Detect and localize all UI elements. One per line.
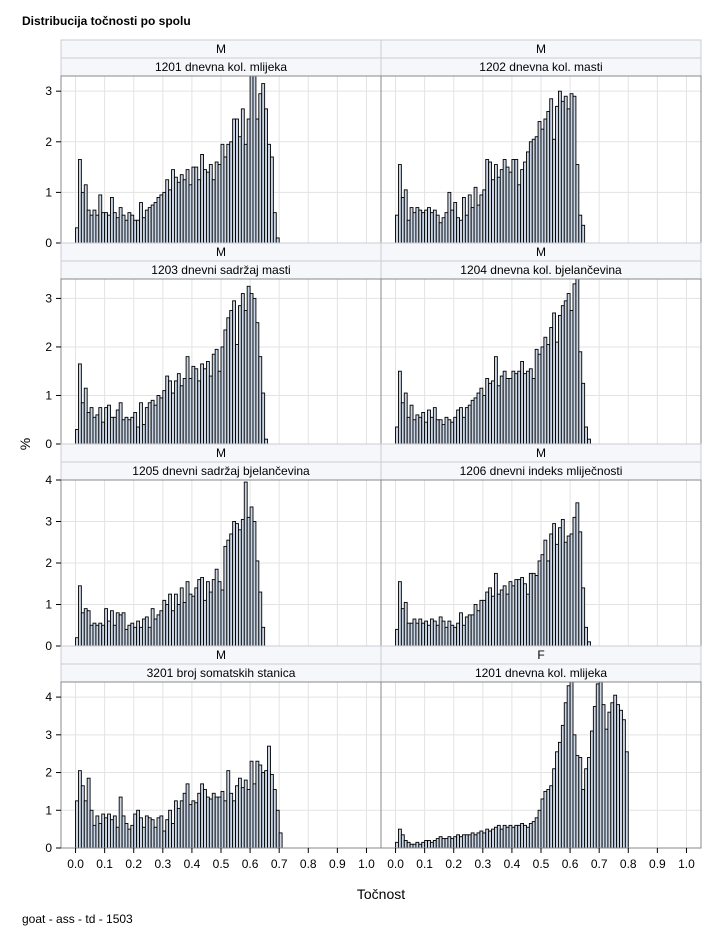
x-tick-label: 0.2: [125, 857, 142, 871]
y-tick-label: 0: [45, 639, 52, 653]
y-tick-label: 3: [45, 84, 52, 98]
x-tick-label: 0.9: [649, 857, 666, 871]
histogram-bar: [587, 641, 591, 646]
y-tick-label: 0: [45, 236, 52, 250]
y-tick-label: 0: [45, 437, 52, 451]
y-tick-label: 3: [45, 291, 52, 305]
panel-header-label: M: [216, 42, 226, 56]
y-tick-label: 2: [45, 135, 52, 149]
panel-subheader-label: 1201 dnevna kol. mlijeka: [475, 666, 607, 680]
histogram-bar: [584, 626, 589, 646]
histogram-bar: [584, 426, 589, 444]
panel-subheader-label: 3201 broj somatskih stanica: [147, 666, 296, 680]
y-tick-label: 2: [45, 766, 52, 780]
x-tick-label: 0.5: [213, 857, 230, 871]
x-tick-label: 0.8: [620, 857, 637, 871]
x-tick-label: 0.5: [533, 857, 550, 871]
histogram-bar: [270, 156, 274, 243]
histogram-bar: [272, 212, 277, 243]
histogram-bar: [278, 832, 283, 848]
panel-header-label: M: [216, 648, 226, 662]
bar-group: [395, 90, 586, 243]
x-tick-label: 0.9: [329, 857, 346, 871]
x-tick-label: 0.7: [591, 857, 608, 871]
x-tick-label: 0.3: [474, 857, 491, 871]
panel-subheader-label: 1203 dnevni sadržaj masti: [151, 263, 290, 277]
page-title: Distribucija točnosti po spolu: [22, 14, 191, 28]
panel-subheader-label: 1206 dnevni indeks mliječnosti: [460, 464, 623, 478]
x-tick-label: 1.0: [678, 857, 695, 871]
x-tick-label: 0.4: [184, 857, 201, 871]
x-tick-label: 0.7: [271, 857, 288, 871]
histogram-bar: [275, 809, 280, 848]
bar-group: [75, 76, 280, 243]
footer-note: goat - ass - td - 1503: [22, 912, 133, 926]
panel-subheader-label: 1201 dnevna kol. mlijeka: [155, 60, 287, 74]
y-tick-label: 2: [45, 556, 52, 570]
histogram-bar: [275, 237, 280, 243]
histogram-bar: [403, 189, 408, 243]
x-tick-label: 0.8: [300, 857, 317, 871]
histogram-bar: [581, 587, 586, 646]
panel-header-label: M: [216, 245, 226, 259]
histogram-bar: [575, 164, 580, 243]
bar-group: [395, 502, 591, 646]
histogram-bar: [624, 751, 629, 848]
y-tick-label: 1: [45, 388, 52, 402]
y-tick-label: 4: [45, 690, 52, 704]
y-tick-label: 4: [45, 473, 52, 487]
panel-header-label: M: [536, 42, 546, 56]
histogram-bar: [587, 438, 591, 444]
x-axis-label: Točnost: [357, 886, 405, 902]
y-tick-label: 0: [45, 841, 52, 855]
panel-header-label: M: [536, 446, 546, 460]
histogram-bar: [264, 438, 269, 444]
y-tick-label: 3: [45, 728, 52, 742]
bar-group: [75, 745, 283, 848]
y-tick-label: 2: [45, 340, 52, 354]
panel-header-label: M: [536, 245, 546, 259]
y-tick-label: 1: [45, 803, 52, 817]
bar-group: [395, 279, 591, 444]
panel-subheader-label: 1205 dnevni sadržaj bjelančevina: [132, 464, 310, 478]
panel-subheader-label: 1202 dnevna kol. masti: [479, 60, 602, 74]
x-tick-label: 0.3: [154, 857, 171, 871]
panel-header-label: F: [537, 648, 544, 662]
panel-subheader-label: 1204 dnevna kol. bjelančevina: [460, 263, 622, 277]
y-axis-label: %: [17, 438, 33, 450]
x-tick-label: 0.2: [445, 857, 462, 871]
x-tick-label: 0.1: [96, 857, 113, 871]
bar-group: [75, 481, 266, 646]
y-tick-label: 3: [45, 515, 52, 529]
x-tick-label: 0.6: [562, 857, 579, 871]
histogram-bar: [261, 392, 266, 444]
histogram-bar: [581, 224, 586, 243]
x-tick-label: 0.0: [67, 857, 84, 871]
histogram-bar: [139, 402, 143, 444]
x-tick-label: 0.0: [387, 857, 404, 871]
x-tick-label: 0.4: [504, 857, 521, 871]
panel-header-label: M: [216, 446, 226, 460]
histogram-bar: [261, 626, 266, 646]
y-tick-label: 1: [45, 185, 52, 199]
x-tick-label: 1.0: [358, 857, 375, 871]
y-tick-label: 1: [45, 598, 52, 612]
x-tick-label: 0.1: [416, 857, 433, 871]
x-tick-label: 0.6: [242, 857, 259, 871]
